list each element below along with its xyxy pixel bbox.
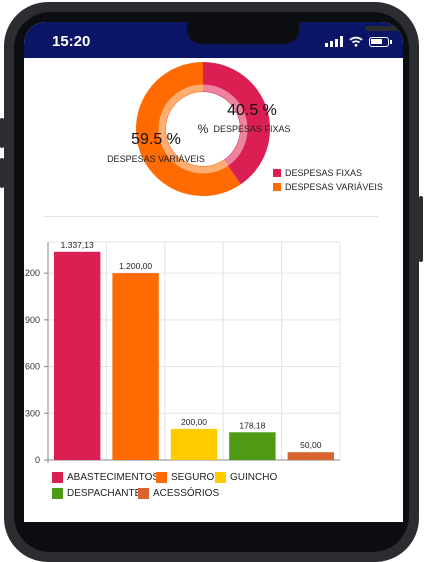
y-tick-label: 1,200 xyxy=(24,268,40,278)
legend-swatch xyxy=(215,472,226,483)
status-bar: 15:20 xyxy=(24,22,403,58)
slice-percent-variaveis: 59.5 % xyxy=(131,131,181,148)
legend-swatch xyxy=(273,169,281,177)
bar-value-label: 1.200,00 xyxy=(119,261,152,271)
donut-legend-item[interactable]: DESPESAS VARIÁVEIS xyxy=(273,182,383,192)
donut-hole xyxy=(166,92,240,166)
donut-inner-ring xyxy=(158,84,248,174)
bar-4[interactable] xyxy=(287,452,334,460)
legend-swatch xyxy=(273,183,281,191)
legend-item-guincho[interactable]: GUINCHO xyxy=(215,472,277,483)
wifi-icon xyxy=(349,36,363,47)
slice-label-fixas: DESPESAS FIXAS xyxy=(213,124,290,134)
notch xyxy=(187,22,403,44)
power-button xyxy=(419,196,423,262)
donut-slice-1[interactable] xyxy=(135,62,241,196)
y-tick-label: 0 xyxy=(35,455,40,465)
legend-label: SEGURO xyxy=(171,472,215,483)
legend-label: DESPESAS FIXAS xyxy=(285,168,363,178)
legend-swatch xyxy=(138,488,149,499)
bar-2[interactable] xyxy=(170,428,218,460)
bar-value-label: 1.337,13 xyxy=(61,240,94,250)
donut-slice-0[interactable] xyxy=(203,62,270,185)
donut-center-label: % xyxy=(198,122,209,136)
bar-3[interactable] xyxy=(229,432,276,460)
legend-label: DESPESAS VARIÁVEIS xyxy=(285,182,383,192)
y-tick-label: 900 xyxy=(25,315,40,325)
y-tick-label: 300 xyxy=(25,408,40,418)
phone-screen: 15:20 % 40.5 % DESPESAS FIXAS 5 xyxy=(24,22,403,522)
bar-value-label: 50,00 xyxy=(300,440,322,450)
legend-item-seguro[interactable]: SEGURO xyxy=(156,472,214,483)
legend-item-acessorios[interactable]: ACESSÓRIOS xyxy=(138,488,219,499)
donut-chart: % 40.5 % DESPESAS FIXAS 59.5 % DESPESAS … xyxy=(107,62,291,196)
slice-label-variaveis: DESPESAS VARIÁVEIS xyxy=(107,154,205,164)
bar-chart: 0 300 600 900 1,200 1.337,13 1.200,00 200,00 17… xyxy=(24,240,341,465)
legend-label: DESPACHANTE xyxy=(67,488,142,499)
volume-button xyxy=(0,158,4,188)
bar-value-label: 200,00 xyxy=(181,417,207,427)
speaker xyxy=(365,26,403,31)
bar-0[interactable] xyxy=(54,251,101,460)
donut-legend-item[interactable]: DESPESAS FIXAS xyxy=(273,168,362,178)
volume-button xyxy=(0,118,4,148)
battery-icon xyxy=(369,37,392,47)
legend-label: GUINCHO xyxy=(230,472,278,483)
y-tick-label: 600 xyxy=(25,362,40,372)
status-icons xyxy=(325,35,392,47)
signal-icon xyxy=(325,36,343,47)
status-time: 15:20 xyxy=(52,33,91,50)
legend-swatch xyxy=(156,472,167,483)
legend-swatch xyxy=(52,488,63,499)
slice-percent-fixas: 40.5 % xyxy=(227,102,277,119)
section-divider xyxy=(44,216,378,217)
legend-item-abastecimentos[interactable]: ABASTECIMENTOS xyxy=(52,472,159,483)
bar-1[interactable] xyxy=(112,273,159,460)
legend-label: ACESSÓRIOS xyxy=(153,488,220,499)
legend-item-despachante[interactable]: DESPACHANTE xyxy=(52,488,141,499)
legend-label: ABASTECIMENTOS xyxy=(67,472,160,483)
bar-value-label: 178,18 xyxy=(239,420,265,430)
legend-swatch xyxy=(52,472,63,483)
